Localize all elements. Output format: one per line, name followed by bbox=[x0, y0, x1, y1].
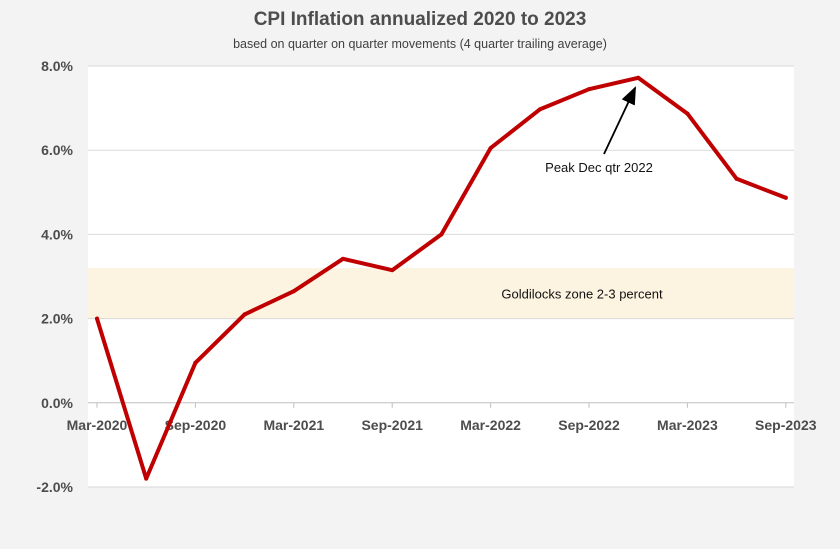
data-point bbox=[144, 476, 149, 481]
data-point bbox=[291, 289, 296, 294]
data-point bbox=[390, 268, 395, 273]
data-point bbox=[685, 111, 690, 116]
data-point bbox=[95, 316, 99, 321]
data-point bbox=[193, 360, 198, 365]
data-point bbox=[242, 312, 247, 317]
x-tick-label: Sep-2021 bbox=[361, 417, 423, 433]
peak-annotation-label: Peak Dec qtr 2022 bbox=[545, 160, 653, 175]
data-point bbox=[439, 232, 444, 237]
data-point bbox=[636, 75, 641, 80]
data-point bbox=[587, 87, 591, 92]
peak-annotation-arrow bbox=[603, 86, 637, 155]
x-tick-label: Mar-2023 bbox=[657, 417, 718, 433]
y-tick-label: 8.0% bbox=[41, 58, 73, 74]
y-tick-label: 0.0% bbox=[41, 395, 73, 411]
data-point bbox=[488, 146, 493, 151]
band-label: Goldilocks zone 2-3 percent bbox=[501, 286, 663, 301]
goldilocks-band bbox=[88, 268, 794, 319]
x-tick-label: Sep-2022 bbox=[558, 417, 620, 433]
data-point bbox=[341, 256, 345, 261]
x-tick-label: Sep-2023 bbox=[755, 417, 817, 433]
chart-title: CPI Inflation annualized 2020 to 2023 bbox=[253, 9, 587, 30]
chart-subtitle: based on quarter on quarter movements (4… bbox=[233, 37, 607, 51]
y-tick-label: 6.0% bbox=[41, 142, 73, 158]
data-point bbox=[734, 176, 739, 181]
y-tick-label: 4.0% bbox=[41, 226, 73, 242]
x-tick-label: Mar-2022 bbox=[460, 417, 521, 433]
data-point bbox=[783, 195, 788, 200]
y-tick-label: -2.0% bbox=[36, 479, 73, 495]
data-point bbox=[537, 107, 542, 112]
x-tick-label: Mar-2021 bbox=[263, 417, 324, 433]
x-tick-label: Sep-2020 bbox=[165, 417, 227, 433]
x-tick-label: Mar-2020 bbox=[67, 417, 128, 433]
y-tick-label: 2.0% bbox=[41, 311, 73, 327]
